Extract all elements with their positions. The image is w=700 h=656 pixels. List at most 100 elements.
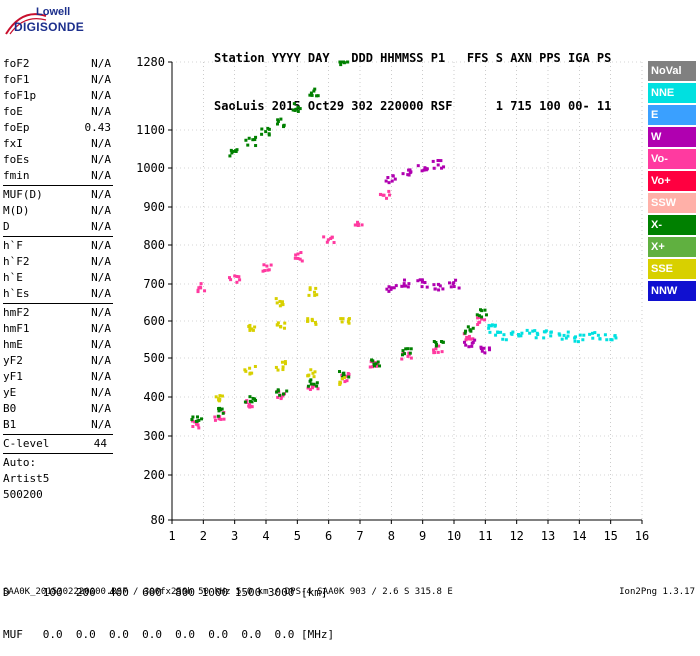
param-row-fof1: foF1 N/A [3,72,111,88]
data-point [434,347,438,351]
data-point [330,235,334,239]
data-point [356,220,360,224]
data-point [391,174,395,178]
data-point [338,382,342,386]
data-point [235,280,239,284]
param-value: N/A [91,169,111,182]
data-point [282,125,286,129]
data-point [346,320,350,324]
data-point [371,365,375,369]
param-value: N/A [91,386,111,399]
data-point [389,287,393,291]
legend-w: W [648,127,696,147]
data-point [477,321,481,325]
param-value: N/A [91,306,111,319]
param-value: N/A [91,338,111,351]
data-point [375,364,379,368]
data-point [193,420,197,424]
data-point [525,328,529,332]
param-name: fmin [3,169,30,182]
data-point [483,351,487,355]
data-point [325,240,329,244]
data-point [480,317,484,321]
data-point [228,154,232,158]
data-point [312,89,316,93]
data-point [343,376,347,380]
y-tick-label: 400 [143,390,165,404]
data-point [596,333,600,337]
data-point [578,333,582,337]
data-point [203,289,207,293]
data-point [490,323,494,327]
data-point [386,176,390,180]
data-point [566,334,570,338]
data-point [218,397,222,401]
data-point [251,328,255,332]
data-point [307,293,311,297]
data-point [338,60,342,64]
data-point [228,276,232,280]
header-line2: SaoLuis 2015 Oct29 302 220000 RSF 1 715 … [214,99,612,113]
data-point [473,338,477,342]
param-value: N/A [91,354,111,367]
param-value: N/A [91,89,111,102]
data-point [300,259,304,263]
data-point [229,278,233,282]
y-tick-label: 600 [143,314,165,328]
data-point [593,331,597,335]
data-point [314,286,318,290]
data-point [449,285,453,289]
x-tick-label: 16 [635,529,649,543]
data-point [406,285,410,289]
param-row-yf1: yF1 N/A [3,369,111,385]
data-point [560,337,564,341]
data-point [247,402,251,406]
data-point [276,321,280,325]
data-point [338,370,342,374]
data-point [598,337,602,341]
param-name: hmE [3,338,23,351]
data-point [388,193,392,197]
data-point [353,223,357,227]
data-point [275,323,279,327]
data-point [562,333,566,337]
data-point [312,290,316,294]
param-value: N/A [91,239,111,252]
data-point [384,179,388,183]
param-value: N/A [91,402,111,415]
data-point [310,317,314,321]
polarization-legend: NoVal NNE E W Vo- Vo+ SSW X- X+ SSE NNW [648,61,696,303]
data-point [517,334,521,338]
x-tick-label: 2 [200,529,207,543]
data-point [452,281,456,285]
legend-vo: Vo+ [648,171,696,191]
data-point [439,159,443,163]
data-point [254,135,258,139]
data-point [298,107,302,111]
ionogram-chart: 1 2 3 4 5 6 7 8 9 10 11 12 13 14 15 1680200300400500600… [136,55,649,543]
data-point [276,118,280,122]
data-point [393,177,397,181]
data-point [196,290,200,294]
data-point [219,417,223,421]
data-point [591,331,595,335]
data-point [264,130,268,134]
data-point [387,189,391,193]
param-value: N/A [91,153,111,166]
data-point [248,399,252,403]
logo-line2: DIGISONDE [14,20,85,34]
data-point [401,172,405,176]
y-tick-label: 1100 [136,123,165,137]
data-point [436,163,440,167]
auto-line: Artist5 [3,472,50,485]
data-point [387,289,391,293]
data-point [313,293,317,297]
legend-noval: NoVal [648,61,696,81]
data-point [214,395,218,399]
param-value: 44 [93,437,107,450]
data-point [469,337,473,341]
lowell-digisonde-logo: Lowell DIGISONDE [4,6,100,46]
header-line1: Station YYYY DAY DDD HHMMSS P1 FFS S AXN… [214,51,612,65]
x-tick-label: 12 [509,529,523,543]
data-point [315,384,319,388]
